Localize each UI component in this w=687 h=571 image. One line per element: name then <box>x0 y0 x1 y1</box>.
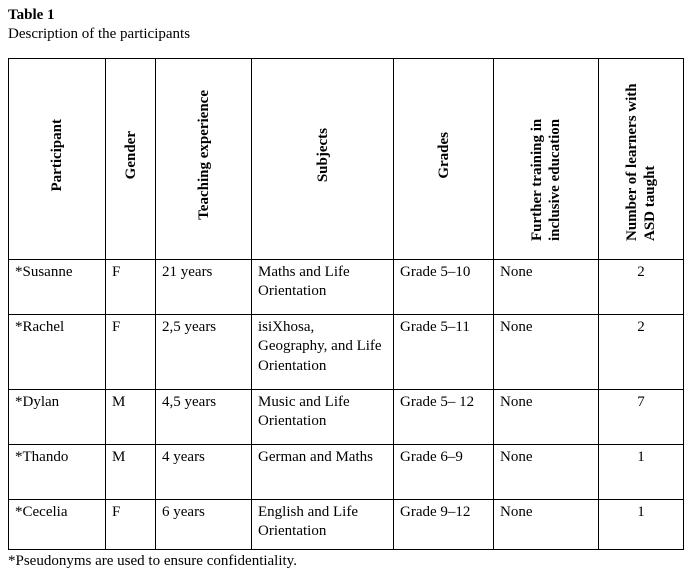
column-header-teaching-experience-label: Teaching experience <box>195 90 213 220</box>
cell-further-training: None <box>494 389 599 444</box>
table-row: *Susanne F 21 years Maths and Life Orien… <box>9 259 684 314</box>
cell-further-training: None <box>494 444 599 499</box>
cell-teaching-experience: 4 years <box>156 444 252 499</box>
cell-subjects: English and Life Orientation <box>252 499 394 549</box>
cell-participant: *Rachel <box>9 314 106 389</box>
cell-gender: F <box>106 499 156 549</box>
cell-learners-asd: 1 <box>599 444 684 499</box>
table-footnote: *Pseudonyms are used to ensure confident… <box>8 552 681 571</box>
cell-subjects: Music and Life Orientation <box>252 389 394 444</box>
cell-grades: Grade 9–12 <box>394 499 494 549</box>
cell-grades: Grade 5–10 <box>394 259 494 314</box>
cell-subjects: German and Maths <box>252 444 394 499</box>
cell-further-training: None <box>494 259 599 314</box>
cell-learners-asd: 7 <box>599 389 684 444</box>
table-row: *Cecelia F 6 years English and Life Orie… <box>9 499 684 549</box>
column-header-further-training-label: Further training in inclusive education <box>528 69 564 241</box>
cell-grades: Grade 6–9 <box>394 444 494 499</box>
table-caption: Description of the participants <box>8 25 681 44</box>
table-row: *Dylan M 4,5 years Music and Life Orient… <box>9 389 684 444</box>
cell-gender: F <box>106 314 156 389</box>
cell-gender: M <box>106 389 156 444</box>
cell-further-training: None <box>494 499 599 549</box>
cell-participant: *Dylan <box>9 389 106 444</box>
cell-teaching-experience: 2,5 years <box>156 314 252 389</box>
header-row: Participant Gender Teaching experience S… <box>9 58 684 259</box>
cell-further-training: None <box>494 314 599 389</box>
column-header-gender: Gender <box>106 58 156 259</box>
column-header-learners-asd: Number of learners with ASD taught <box>599 58 684 259</box>
table-title: Table 1 <box>8 6 681 25</box>
column-header-subjects: Subjects <box>252 58 394 259</box>
cell-subjects: isiXhosa, Geography, and Life Orientatio… <box>252 314 394 389</box>
cell-learners-asd: 2 <box>599 314 684 389</box>
cell-participant: *Thando <box>9 444 106 499</box>
cell-teaching-experience: 6 years <box>156 499 252 549</box>
cell-learners-asd: 1 <box>599 499 684 549</box>
cell-learners-asd: 2 <box>599 259 684 314</box>
cell-gender: F <box>106 259 156 314</box>
column-header-subjects-label: Subjects <box>314 128 332 182</box>
table-row: *Thando M 4 years German and Maths Grade… <box>9 444 684 499</box>
column-header-gender-label: Gender <box>122 131 140 179</box>
column-header-grades-label: Grades <box>435 132 453 179</box>
document-page: Table 1 Description of the participants … <box>0 0 687 553</box>
cell-gender: M <box>106 444 156 499</box>
cell-participant: *Cecelia <box>9 499 106 549</box>
participants-table: Participant Gender Teaching experience S… <box>8 58 684 550</box>
column-header-participant: Participant <box>9 58 106 259</box>
column-header-grades: Grades <box>394 58 494 259</box>
column-header-teaching-experience: Teaching experience <box>156 58 252 259</box>
cell-grades: Grade 5– 12 <box>394 389 494 444</box>
cell-teaching-experience: 4,5 years <box>156 389 252 444</box>
column-header-learners-asd-label: Number of learners with ASD taught <box>623 69 659 241</box>
cell-grades: Grade 5–11 <box>394 314 494 389</box>
column-header-participant-label: Participant <box>48 119 66 192</box>
cell-subjects: Maths and Life Orientation <box>252 259 394 314</box>
cell-teaching-experience: 21 years <box>156 259 252 314</box>
cell-participant: *Susanne <box>9 259 106 314</box>
table-row: *Rachel F 2,5 years isiXhosa, Geography,… <box>9 314 684 389</box>
column-header-further-training: Further training in inclusive education <box>494 58 599 259</box>
